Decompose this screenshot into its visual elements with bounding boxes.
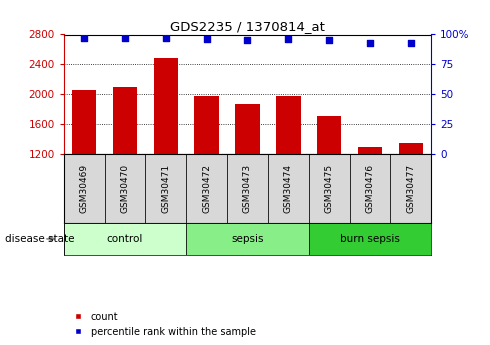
Bar bbox=[113, 87, 137, 154]
Bar bbox=[398, 143, 423, 154]
Bar bbox=[309, 223, 431, 255]
Point bbox=[80, 35, 88, 41]
Point bbox=[244, 38, 251, 43]
Text: GSM30469: GSM30469 bbox=[79, 164, 89, 213]
Point bbox=[366, 40, 374, 46]
Bar bbox=[153, 58, 178, 154]
Legend: count, percentile rank within the sample: count, percentile rank within the sample bbox=[69, 312, 256, 337]
Bar bbox=[309, 154, 349, 223]
Bar bbox=[349, 154, 391, 223]
Text: GSM30477: GSM30477 bbox=[406, 164, 416, 213]
Bar bbox=[64, 223, 186, 255]
Bar bbox=[104, 154, 146, 223]
Text: disease state: disease state bbox=[5, 234, 74, 244]
Point bbox=[284, 37, 292, 42]
Bar bbox=[391, 154, 431, 223]
Text: GSM30474: GSM30474 bbox=[284, 164, 293, 213]
Bar bbox=[227, 154, 268, 223]
Text: GSM30471: GSM30471 bbox=[161, 164, 171, 213]
Bar bbox=[195, 96, 219, 154]
Point bbox=[407, 40, 415, 46]
Text: GSM30473: GSM30473 bbox=[243, 164, 252, 213]
Bar bbox=[64, 154, 104, 223]
Text: GSM30475: GSM30475 bbox=[324, 164, 334, 213]
Bar bbox=[186, 154, 227, 223]
Bar bbox=[268, 154, 309, 223]
Bar bbox=[72, 90, 97, 154]
Bar bbox=[358, 147, 382, 154]
Text: GSM30472: GSM30472 bbox=[202, 164, 211, 213]
Point bbox=[162, 35, 170, 41]
Bar bbox=[276, 96, 300, 154]
Bar bbox=[235, 104, 260, 154]
Bar bbox=[146, 154, 186, 223]
Point bbox=[325, 38, 333, 43]
Text: GSM30476: GSM30476 bbox=[366, 164, 374, 213]
Point bbox=[121, 35, 129, 41]
Text: control: control bbox=[107, 234, 143, 244]
Bar bbox=[317, 116, 342, 154]
Bar bbox=[186, 223, 309, 255]
Title: GDS2235 / 1370814_at: GDS2235 / 1370814_at bbox=[170, 20, 325, 33]
Text: sepsis: sepsis bbox=[231, 234, 264, 244]
Point bbox=[203, 37, 211, 42]
Text: GSM30470: GSM30470 bbox=[121, 164, 129, 213]
Text: burn sepsis: burn sepsis bbox=[340, 234, 400, 244]
